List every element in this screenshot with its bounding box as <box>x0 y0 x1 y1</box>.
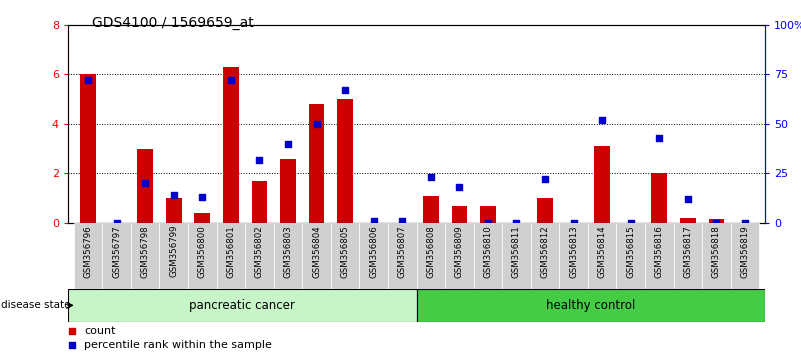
Point <box>510 220 523 226</box>
Bar <box>131 223 159 289</box>
Bar <box>188 223 216 289</box>
Point <box>653 135 666 141</box>
Text: GSM356797: GSM356797 <box>112 225 121 278</box>
Bar <box>137 149 153 223</box>
Text: GSM356806: GSM356806 <box>369 225 378 278</box>
Point <box>139 181 151 186</box>
Text: count: count <box>84 326 115 336</box>
Bar <box>166 198 182 223</box>
Text: GSM356801: GSM356801 <box>227 225 235 278</box>
Point <box>339 87 352 93</box>
Point <box>167 193 180 198</box>
Text: GSM356803: GSM356803 <box>284 225 292 278</box>
Text: GSM356812: GSM356812 <box>541 225 549 278</box>
Text: GSM356802: GSM356802 <box>255 225 264 278</box>
Bar <box>452 206 467 223</box>
Point <box>253 157 266 162</box>
Text: healthy control: healthy control <box>546 299 635 312</box>
Point <box>596 117 609 123</box>
Point <box>739 220 751 226</box>
Bar <box>80 74 96 223</box>
Bar <box>252 181 268 223</box>
Point <box>710 220 723 226</box>
Text: GSM356818: GSM356818 <box>712 225 721 278</box>
Bar <box>502 223 531 289</box>
Point <box>111 220 123 226</box>
Text: GSM356813: GSM356813 <box>569 225 578 278</box>
Bar <box>417 223 445 289</box>
Bar <box>445 223 473 289</box>
Bar <box>360 223 388 289</box>
Point <box>196 194 209 200</box>
Text: GSM356796: GSM356796 <box>83 225 93 278</box>
Point <box>82 78 95 83</box>
Bar <box>68 289 417 322</box>
Text: GSM356814: GSM356814 <box>598 225 606 278</box>
Bar <box>74 223 103 289</box>
Bar <box>651 173 667 223</box>
Bar <box>331 223 360 289</box>
Text: GSM356809: GSM356809 <box>455 225 464 278</box>
Bar <box>559 223 588 289</box>
Point <box>310 121 323 127</box>
Bar <box>709 219 724 223</box>
Bar <box>731 223 759 289</box>
Bar <box>423 196 439 223</box>
Bar <box>245 223 274 289</box>
Bar <box>388 223 417 289</box>
Text: GSM356815: GSM356815 <box>626 225 635 278</box>
Bar <box>216 223 245 289</box>
Text: GSM356805: GSM356805 <box>340 225 349 278</box>
Point <box>368 218 380 224</box>
Bar <box>280 159 296 223</box>
Bar <box>417 289 765 322</box>
Bar <box>674 223 702 289</box>
Text: GSM356807: GSM356807 <box>398 225 407 278</box>
Point <box>624 220 637 226</box>
Bar <box>480 206 496 223</box>
Bar <box>302 223 331 289</box>
Point <box>481 220 494 226</box>
Text: GSM356816: GSM356816 <box>654 225 664 278</box>
Text: percentile rank within the sample: percentile rank within the sample <box>84 340 272 350</box>
Bar <box>195 213 210 223</box>
Text: GSM356800: GSM356800 <box>198 225 207 278</box>
Bar <box>223 67 239 223</box>
Point <box>66 328 78 334</box>
Point <box>538 177 551 182</box>
Point <box>453 184 465 190</box>
Bar <box>702 223 731 289</box>
Bar <box>680 218 696 223</box>
Text: disease state: disease state <box>1 300 70 310</box>
Bar <box>588 223 617 289</box>
Text: GDS4100 / 1569659_at: GDS4100 / 1569659_at <box>92 16 254 30</box>
Text: GSM356810: GSM356810 <box>484 225 493 278</box>
Point <box>567 220 580 226</box>
Text: GSM356804: GSM356804 <box>312 225 321 278</box>
Text: GSM356808: GSM356808 <box>426 225 435 278</box>
Point <box>425 175 437 180</box>
Point <box>682 196 694 202</box>
Bar <box>645 223 674 289</box>
Bar <box>159 223 188 289</box>
Bar <box>308 104 324 223</box>
Bar <box>274 223 302 289</box>
Text: GSM356811: GSM356811 <box>512 225 521 278</box>
Text: GSM356798: GSM356798 <box>141 225 150 278</box>
Bar <box>537 198 553 223</box>
Bar <box>617 223 645 289</box>
Point <box>66 342 78 348</box>
Point <box>224 78 237 83</box>
Point <box>282 141 295 147</box>
Text: GSM356799: GSM356799 <box>169 225 179 278</box>
Bar <box>337 99 353 223</box>
Bar <box>473 223 502 289</box>
Bar <box>594 146 610 223</box>
Bar <box>103 223 131 289</box>
Text: GSM356819: GSM356819 <box>740 225 750 278</box>
Text: GSM356817: GSM356817 <box>683 225 692 278</box>
Bar <box>531 223 559 289</box>
Point <box>396 218 409 224</box>
Text: pancreatic cancer: pancreatic cancer <box>189 299 296 312</box>
